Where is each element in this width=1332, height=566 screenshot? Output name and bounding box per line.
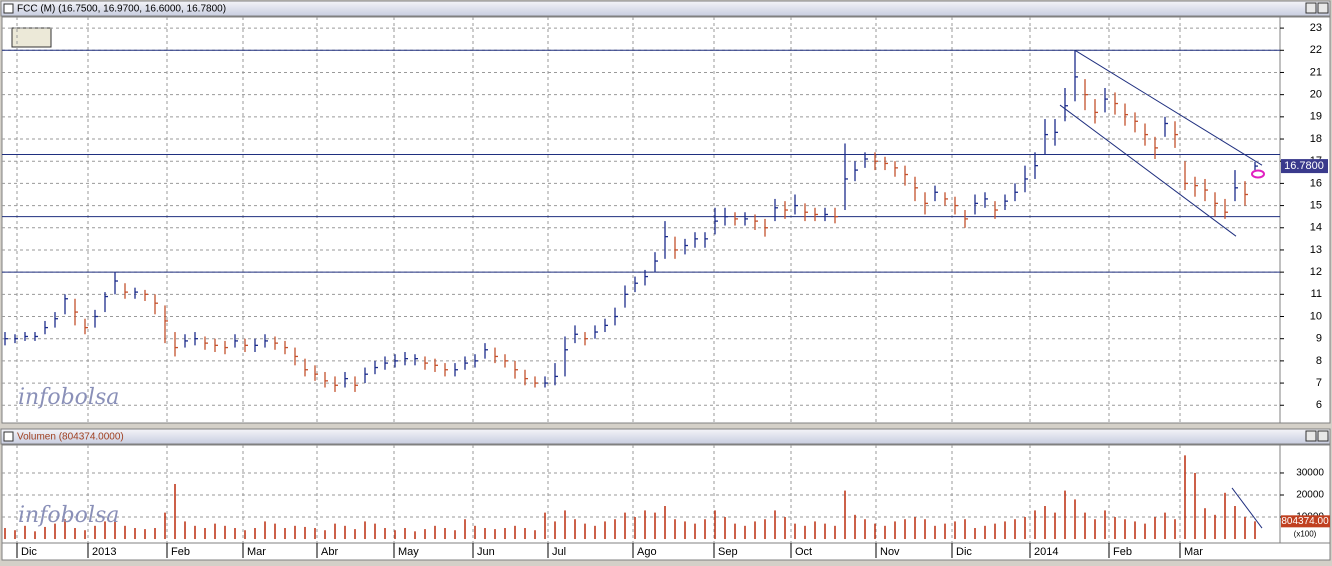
trend-line [1074, 49, 1263, 166]
y-tick-label: 16 [1310, 177, 1322, 189]
y-tick-label: 6 [1316, 399, 1322, 411]
y-tick-label: 21 [1310, 66, 1322, 78]
x-tick-label: Abr [321, 546, 338, 558]
last-volume-box [1281, 515, 1330, 528]
x-tick-label: Jul [552, 546, 566, 558]
x-tick-label: Feb [171, 546, 190, 558]
x-tick-label: Mar [247, 546, 266, 558]
price-title: FCC (M) (16.7500, 16.9700, 16.6000, 16.7… [17, 4, 226, 15]
x-tick-label: Dic [21, 546, 37, 558]
y-tick-label: 12 [1310, 266, 1322, 278]
title-bar [0, 428, 1331, 445]
title-bar [0, 0, 1331, 17]
x-tick-label: Feb [1113, 546, 1132, 558]
y-tick-label: 7 [1316, 377, 1322, 389]
y-tick-label: 14 [1310, 222, 1322, 234]
y-tick-label: 18 [1310, 133, 1322, 145]
y-tick-label: 10 [1310, 310, 1322, 322]
y-tick-label: 20000 [1296, 490, 1324, 501]
trend-line [1231, 487, 1263, 529]
maximize-button[interactable] [1305, 430, 1317, 442]
x-axis [1, 542, 1331, 561]
y-tick-label: 13 [1310, 244, 1322, 256]
volume-plot [1, 444, 1281, 544]
x-tick-label: Jun [477, 546, 495, 558]
panel-icon [3, 3, 14, 14]
x-tick-label: Sep [718, 546, 738, 558]
x-tick-label: Ago [637, 546, 657, 558]
watermark: infobolsa [18, 503, 119, 528]
x-tick-label: Nov [880, 546, 900, 558]
y-tick-label: 23 [1310, 22, 1322, 34]
last-price-box [1281, 159, 1328, 174]
price-axis [1279, 16, 1331, 424]
volume-title: Volumen (804374.0000) [17, 432, 124, 443]
x-tick-label: Mar [1184, 546, 1203, 558]
watermark: infobolsa [18, 385, 119, 410]
price-plot [1, 16, 1281, 424]
close-button[interactable] [1317, 2, 1329, 14]
x-tick-label: 2013 [92, 546, 116, 558]
info-box [11, 27, 52, 48]
panel-icon [3, 431, 14, 442]
maximize-button[interactable] [1305, 2, 1317, 14]
x-tick-label: May [398, 546, 419, 558]
y-tick-label: 22 [1310, 44, 1322, 56]
last-volume-label: 804374.00 [1281, 516, 1329, 527]
x-tick-label: 2014 [1034, 546, 1058, 558]
x-tick-label: Oct [795, 546, 812, 558]
y-tick-label: 20 [1310, 89, 1322, 101]
y-tick-label: 9 [1316, 333, 1322, 345]
x-tick-label: Dic [956, 546, 972, 558]
y-tick-label: 8 [1316, 355, 1322, 367]
volume-unit-label: (x100) [1294, 529, 1317, 538]
close-button[interactable] [1317, 430, 1329, 442]
layer: 6789101112131415161718192021222316.78001… [2, 17, 1330, 558]
y-tick-label: 30000 [1296, 468, 1324, 479]
y-tick-label: 19 [1310, 111, 1322, 123]
highlight-marker [1251, 169, 1265, 179]
y-tick-label: 11 [1311, 288, 1322, 300]
y-tick-label: 15 [1310, 199, 1322, 211]
last-price-label: 16.7800 [1284, 160, 1324, 172]
trend-line [1059, 104, 1237, 237]
